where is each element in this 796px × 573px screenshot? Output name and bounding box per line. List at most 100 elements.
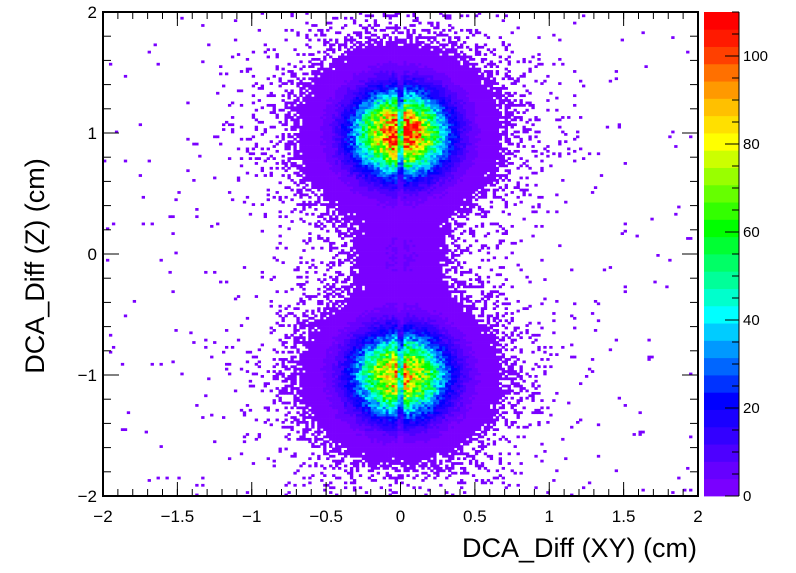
heatmap-cell xyxy=(326,326,330,330)
heatmap-cell xyxy=(460,396,464,400)
heatmap-cell xyxy=(329,404,333,407)
heatmap-cell xyxy=(430,379,434,383)
heatmap-cell xyxy=(388,358,392,361)
heatmap-cell xyxy=(302,292,306,296)
heatmap-cell xyxy=(388,370,392,373)
heatmap-cell xyxy=(412,377,416,381)
heatmap-cell xyxy=(442,331,446,335)
heatmap-cell xyxy=(373,418,378,422)
heatmap-cell xyxy=(364,372,369,376)
heatmap-cell xyxy=(361,343,366,347)
heatmap-cell xyxy=(349,348,354,352)
heatmap-cell xyxy=(436,338,440,342)
heatmap-cell xyxy=(483,302,488,306)
heatmap-cell xyxy=(317,379,321,383)
heatmap-cell xyxy=(555,299,559,303)
heatmap-cell xyxy=(483,379,488,383)
heatmap-cell xyxy=(448,384,452,388)
heatmap-cell xyxy=(430,309,434,313)
heatmap-cell xyxy=(477,420,482,424)
heatmap-cell xyxy=(335,372,339,376)
heatmap-cell xyxy=(400,370,404,373)
heatmap-cell xyxy=(418,358,422,361)
heatmap-cell xyxy=(647,355,651,359)
heatmap-cell xyxy=(427,416,431,419)
heatmap-cell xyxy=(302,384,306,388)
heatmap-cell xyxy=(454,304,458,308)
heatmap-cell xyxy=(418,382,422,386)
heatmap-cell xyxy=(454,391,458,395)
heatmap-cell xyxy=(367,428,372,432)
heatmap-cell xyxy=(343,319,348,323)
heatmap-cell xyxy=(364,437,369,441)
heatmap-cell xyxy=(364,440,369,444)
heatmap-cell xyxy=(364,401,369,405)
heatmap-cell xyxy=(329,343,333,347)
heatmap-cell xyxy=(409,345,413,349)
heatmap-cell xyxy=(364,307,369,311)
heatmap-cell xyxy=(338,452,342,456)
heatmap-cell xyxy=(448,358,452,361)
heatmap-cell xyxy=(442,302,446,306)
heatmap-cell xyxy=(391,459,395,463)
heatmap-cell xyxy=(480,464,485,468)
heatmap-cell xyxy=(433,297,437,301)
heatmap-cell xyxy=(329,384,333,388)
heatmap-cell xyxy=(480,345,485,349)
heatmap-cell xyxy=(507,372,511,376)
heatmap-cell xyxy=(433,457,437,461)
heatmap-cell xyxy=(308,355,312,359)
heatmap-cell xyxy=(451,379,455,383)
heatmap-cell xyxy=(483,341,488,344)
heatmap-cell xyxy=(379,464,384,468)
heatmap-cell xyxy=(329,338,333,342)
heatmap-cell xyxy=(427,299,431,303)
heatmap-cell xyxy=(308,481,312,485)
heatmap-cell xyxy=(320,321,324,325)
heatmap-cell xyxy=(349,331,354,335)
heatmap-cell xyxy=(418,372,422,376)
heatmap-cell xyxy=(457,416,461,419)
heatmap-cell xyxy=(343,314,348,318)
heatmap-cell xyxy=(108,350,113,354)
heatmap-cell xyxy=(433,418,437,422)
heatmap-cell xyxy=(317,336,321,340)
heatmap-cell xyxy=(317,384,321,388)
heatmap-cell xyxy=(457,435,461,439)
heatmap-cell xyxy=(343,307,348,311)
heatmap-cell xyxy=(281,420,285,424)
heatmap-cell xyxy=(352,341,357,344)
heatmap-cell xyxy=(468,307,473,311)
heatmap-cell xyxy=(394,479,398,482)
heatmap-cell xyxy=(480,391,485,395)
heatmap-cell xyxy=(320,367,324,371)
heatmap-cell xyxy=(498,319,503,323)
heatmap-cell xyxy=(308,396,312,400)
heatmap-cell xyxy=(343,430,348,434)
heatmap-cell xyxy=(516,401,520,405)
heatmap-cell xyxy=(471,358,476,361)
heatmap-cell xyxy=(355,435,360,439)
heatmap-cell xyxy=(376,396,381,400)
heatmap-cell xyxy=(531,391,535,395)
heatmap-cell xyxy=(382,343,386,347)
heatmap-cell xyxy=(543,365,547,369)
heatmap-cell xyxy=(483,466,488,470)
heatmap-cell xyxy=(370,428,375,432)
heatmap-cell xyxy=(320,479,324,482)
heatmap-cell xyxy=(445,329,449,332)
heatmap-cell xyxy=(433,423,437,427)
heatmap-cell xyxy=(373,326,378,330)
heatmap-cell xyxy=(409,379,413,383)
heatmap-cell xyxy=(439,462,443,465)
heatmap-cell xyxy=(376,358,381,361)
heatmap-cell xyxy=(361,379,366,383)
heatmap-cell xyxy=(352,411,357,415)
heatmap-cell xyxy=(388,355,392,359)
heatmap-cell xyxy=(281,362,285,366)
heatmap-cell xyxy=(355,462,360,465)
heatmap-cell xyxy=(400,406,404,410)
heatmap-cell xyxy=(477,375,482,378)
heatmap-cell xyxy=(352,343,357,347)
heatmap-cell xyxy=(412,341,416,344)
